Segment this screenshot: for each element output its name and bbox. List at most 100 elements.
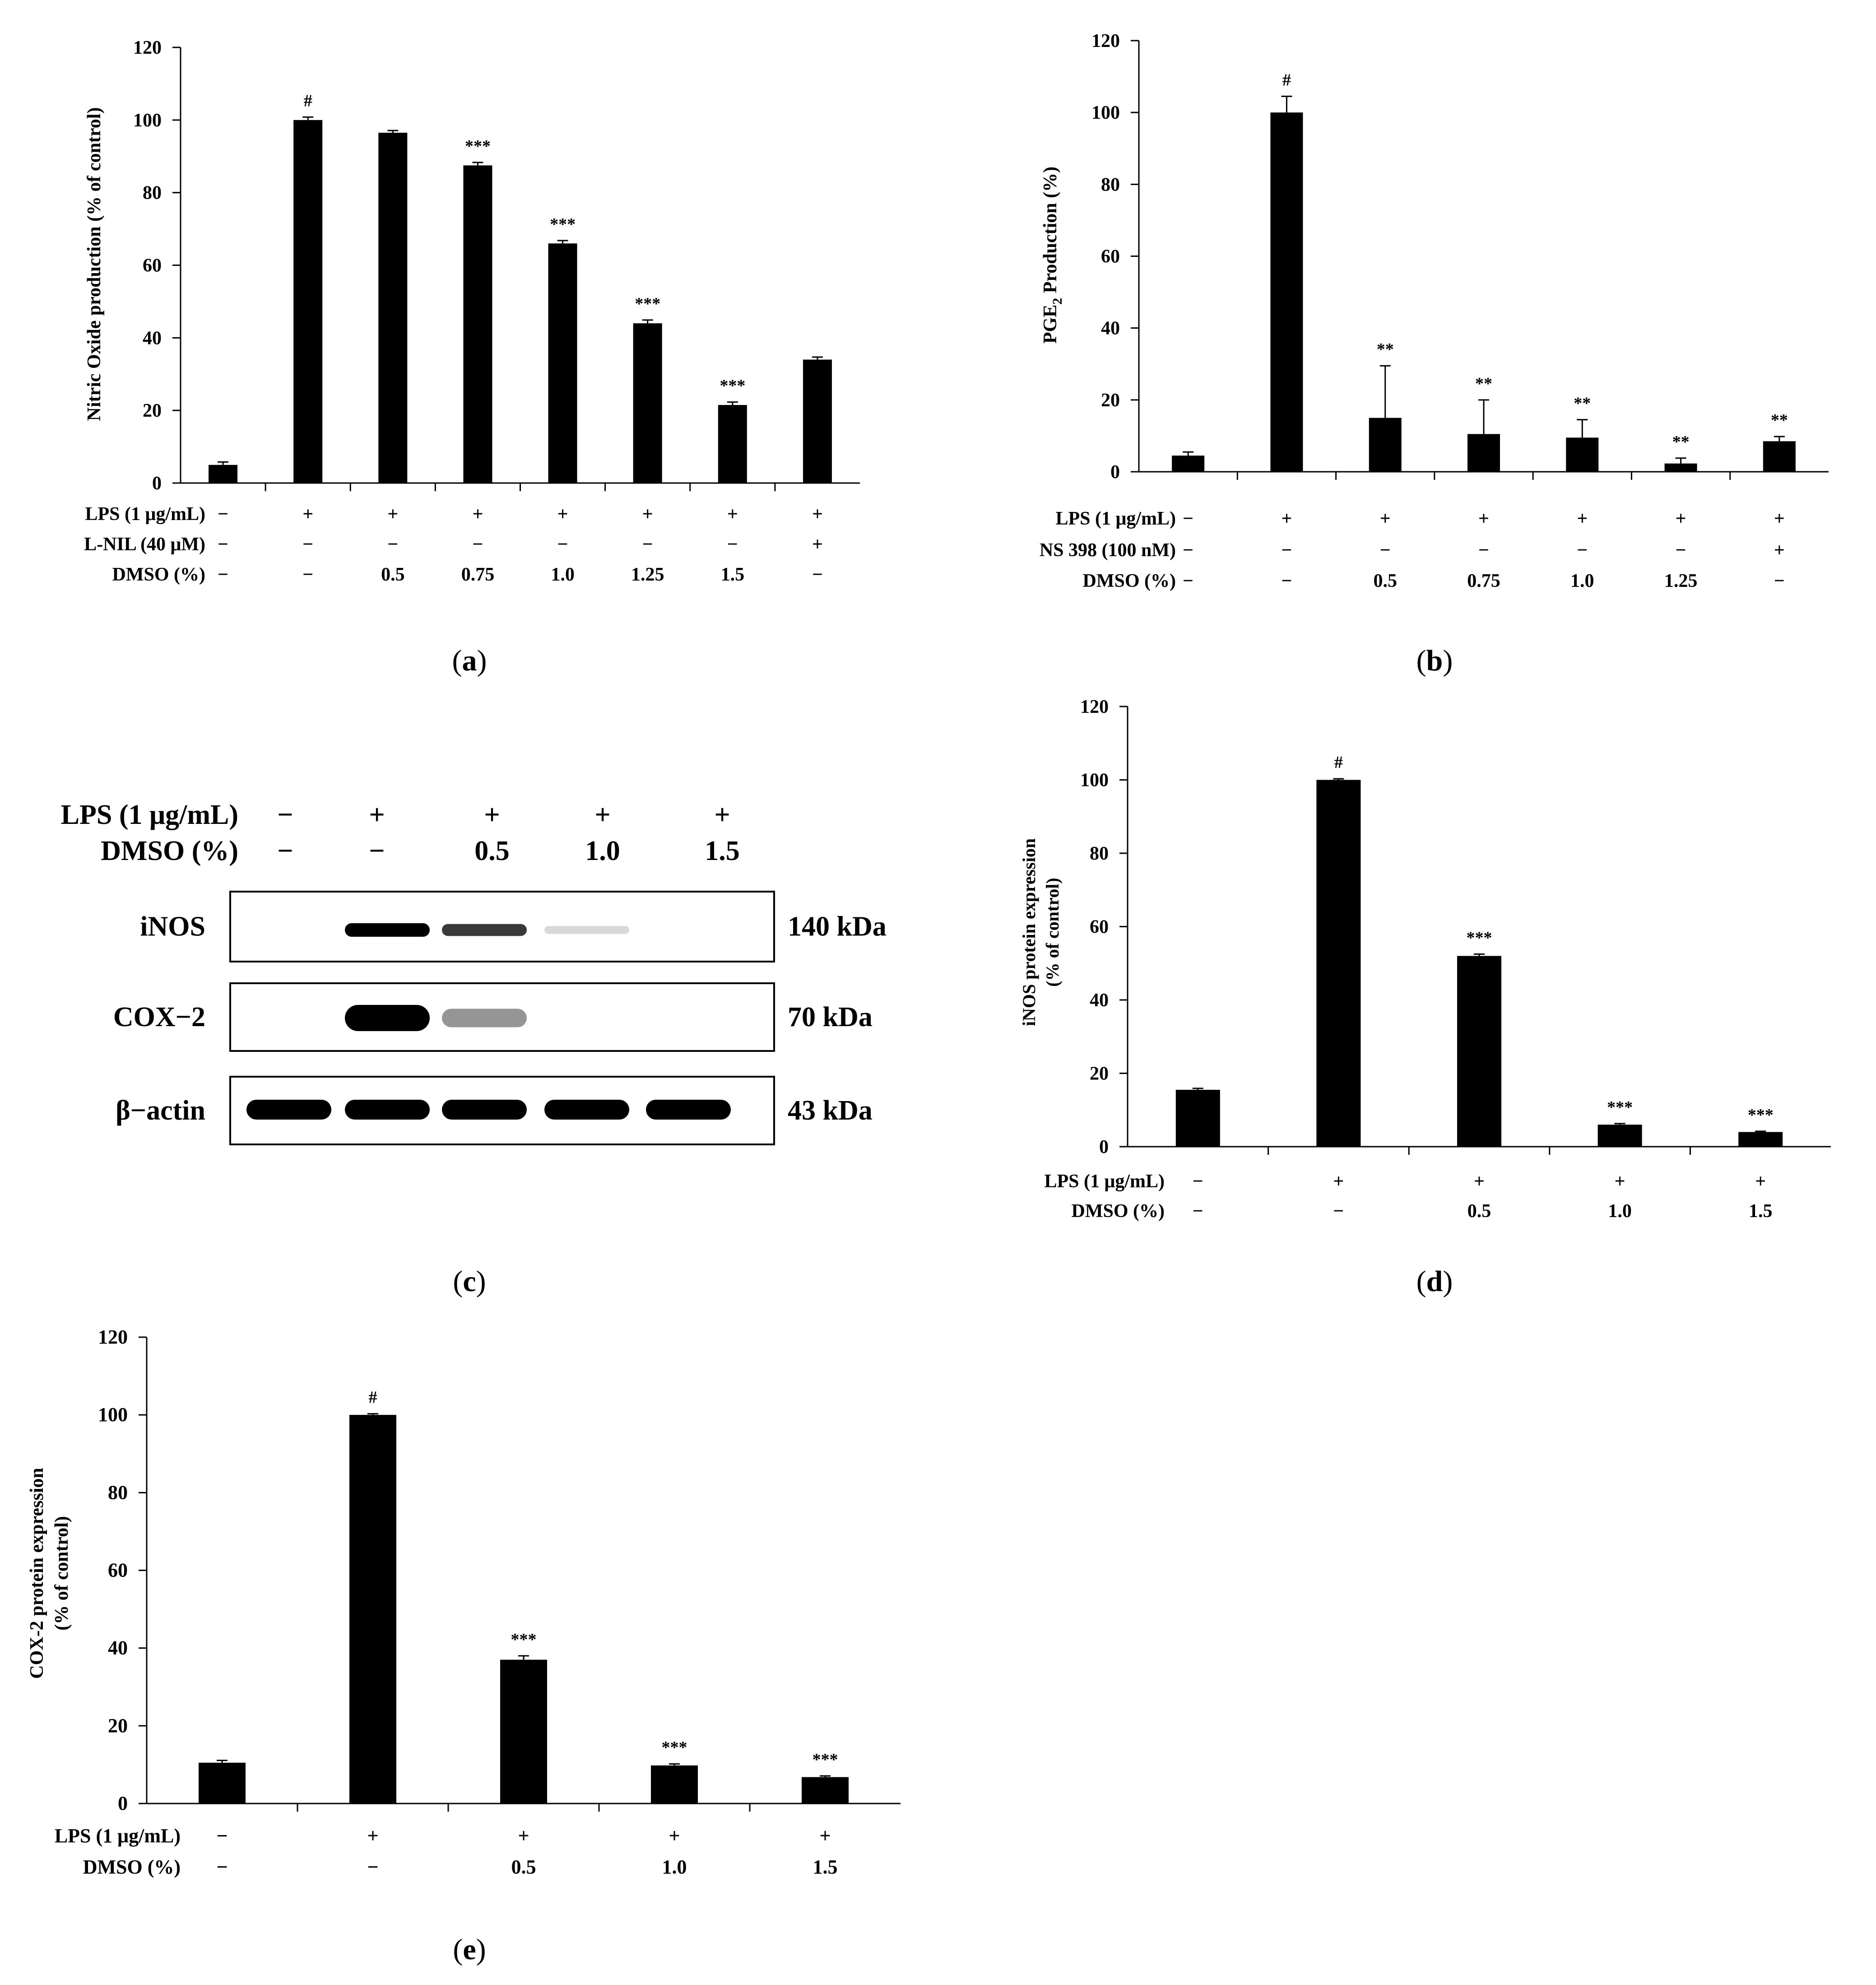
blot-protein-label: β−actin bbox=[116, 1095, 205, 1126]
bar bbox=[633, 323, 662, 483]
significance-mark: *** bbox=[550, 215, 576, 234]
chart-d-ylabel-line2: (% of control) bbox=[1042, 878, 1063, 986]
significance-mark: # bbox=[1282, 70, 1291, 89]
row-value: − bbox=[218, 564, 228, 585]
row-value: + bbox=[387, 504, 398, 525]
row-value: + bbox=[1774, 540, 1785, 561]
blot-header-value: − bbox=[369, 836, 385, 866]
row-value: + bbox=[812, 534, 823, 555]
blot-size-label: 43 kDa bbox=[788, 1095, 873, 1126]
y-tick-label: 120 bbox=[1091, 31, 1120, 51]
row-value: + bbox=[1333, 1171, 1344, 1192]
blot-membrane bbox=[229, 982, 775, 1052]
row-value: 0.5 bbox=[381, 564, 405, 585]
blot-header-value: + bbox=[594, 800, 610, 830]
significance-mark: ** bbox=[1475, 374, 1492, 393]
bar bbox=[803, 359, 832, 483]
blot-header-value: − bbox=[277, 800, 293, 830]
significance-mark: ** bbox=[1574, 394, 1591, 413]
row-value: − bbox=[216, 1825, 228, 1847]
significance-mark: *** bbox=[1607, 1098, 1633, 1117]
row-value: + bbox=[1577, 508, 1588, 529]
bar bbox=[199, 1762, 246, 1804]
y-tick-label: 60 bbox=[1101, 246, 1120, 267]
bar bbox=[1316, 780, 1361, 1147]
y-tick-label: 120 bbox=[98, 1326, 128, 1348]
y-tick-label: 80 bbox=[1090, 843, 1109, 864]
bar bbox=[651, 1765, 698, 1804]
y-tick-label: 100 bbox=[1080, 770, 1109, 791]
y-tick-label: 120 bbox=[1080, 697, 1109, 717]
bar bbox=[463, 165, 492, 483]
row-value: + bbox=[642, 504, 653, 525]
row-label: LPS (1 μg/mL) bbox=[1045, 1171, 1165, 1192]
blot-band bbox=[442, 1100, 527, 1120]
blot-size-label: 70 kDa bbox=[788, 1002, 873, 1032]
y-tick-label: 20 bbox=[108, 1715, 128, 1737]
western-blot-c: LPS (1 μg/mL) − + + + + DMSO (%) − − 0.5 1.0 1.5 iNO… bbox=[61, 800, 887, 1145]
row-label: LPS (1 μg/mL) bbox=[85, 504, 205, 525]
row-value: 1.25 bbox=[1664, 571, 1698, 591]
row-label: L-NIL (40 μM) bbox=[84, 534, 205, 555]
panel-label-a: (a) bbox=[452, 644, 487, 677]
y-tick-label: 120 bbox=[133, 37, 162, 58]
significance-mark: # bbox=[304, 91, 312, 110]
bar bbox=[209, 465, 238, 483]
row-value: + bbox=[1615, 1171, 1625, 1192]
row-value: − bbox=[216, 1856, 228, 1878]
y-tick-label: 100 bbox=[1091, 102, 1120, 123]
blot-header-value: 1.5 bbox=[705, 836, 740, 866]
row-value: − bbox=[727, 534, 738, 555]
row-value: − bbox=[218, 504, 228, 525]
y-tick-label: 80 bbox=[1101, 174, 1120, 195]
bar bbox=[1175, 1090, 1220, 1147]
row-label: LPS (1 μg/mL) bbox=[1056, 508, 1176, 529]
row-value: + bbox=[819, 1825, 831, 1847]
row-value: − bbox=[1193, 1201, 1203, 1222]
panel-label-d: (d) bbox=[1416, 1265, 1453, 1298]
blot-band bbox=[246, 1100, 331, 1120]
significance-mark: *** bbox=[1467, 928, 1492, 947]
panel-label-c: (c) bbox=[453, 1265, 486, 1298]
blot-header-value: + bbox=[369, 800, 385, 830]
significance-mark: *** bbox=[465, 137, 491, 156]
row-label: DMSO (%) bbox=[1072, 1201, 1165, 1222]
row-value: + bbox=[472, 504, 483, 525]
row-value: − bbox=[387, 534, 398, 555]
blot-header-value: − bbox=[277, 836, 293, 866]
row-value: 0.75 bbox=[1467, 571, 1500, 591]
bar bbox=[1270, 112, 1303, 472]
row-value: + bbox=[669, 1825, 680, 1847]
y-tick-label: 100 bbox=[133, 110, 162, 131]
y-tick-label: 60 bbox=[1090, 917, 1109, 938]
significance-mark: ** bbox=[1771, 411, 1788, 430]
significance-mark: *** bbox=[1748, 1106, 1774, 1125]
blot-band bbox=[544, 926, 629, 934]
chart-e-ylabel-line1: COX-2 protein expression bbox=[27, 1468, 47, 1678]
row-value: − bbox=[1183, 540, 1193, 561]
row-value: − bbox=[1478, 540, 1489, 561]
chart-b-ylabel: PGE2 Production (%) bbox=[1040, 167, 1065, 344]
significance-mark: # bbox=[1334, 753, 1343, 772]
row-value: + bbox=[1676, 508, 1686, 529]
bar bbox=[1597, 1125, 1642, 1147]
y-tick-label: 20 bbox=[1101, 390, 1120, 411]
blot-protein-label: COX−2 bbox=[113, 1002, 205, 1032]
significance-mark: *** bbox=[662, 1738, 687, 1757]
chart-a-nitric-oxide: Nitric Oxide production (% of control) 0… bbox=[84, 37, 860, 585]
blot-band bbox=[442, 924, 527, 936]
y-tick-label: 100 bbox=[98, 1404, 128, 1426]
blot-band bbox=[345, 1005, 430, 1031]
row-value: + bbox=[812, 504, 823, 525]
bar bbox=[1664, 463, 1697, 472]
chart-e-ylabel-line2: (% of control) bbox=[51, 1516, 72, 1631]
significance-mark: ** bbox=[1672, 432, 1690, 451]
bar bbox=[802, 1777, 849, 1804]
row-value: − bbox=[367, 1856, 378, 1878]
row-value: − bbox=[642, 534, 653, 555]
row-value: − bbox=[218, 534, 228, 555]
row-value: − bbox=[302, 564, 313, 585]
row-value: − bbox=[1183, 571, 1193, 591]
row-value: 0.5 bbox=[1373, 571, 1397, 591]
bar bbox=[1457, 956, 1501, 1147]
